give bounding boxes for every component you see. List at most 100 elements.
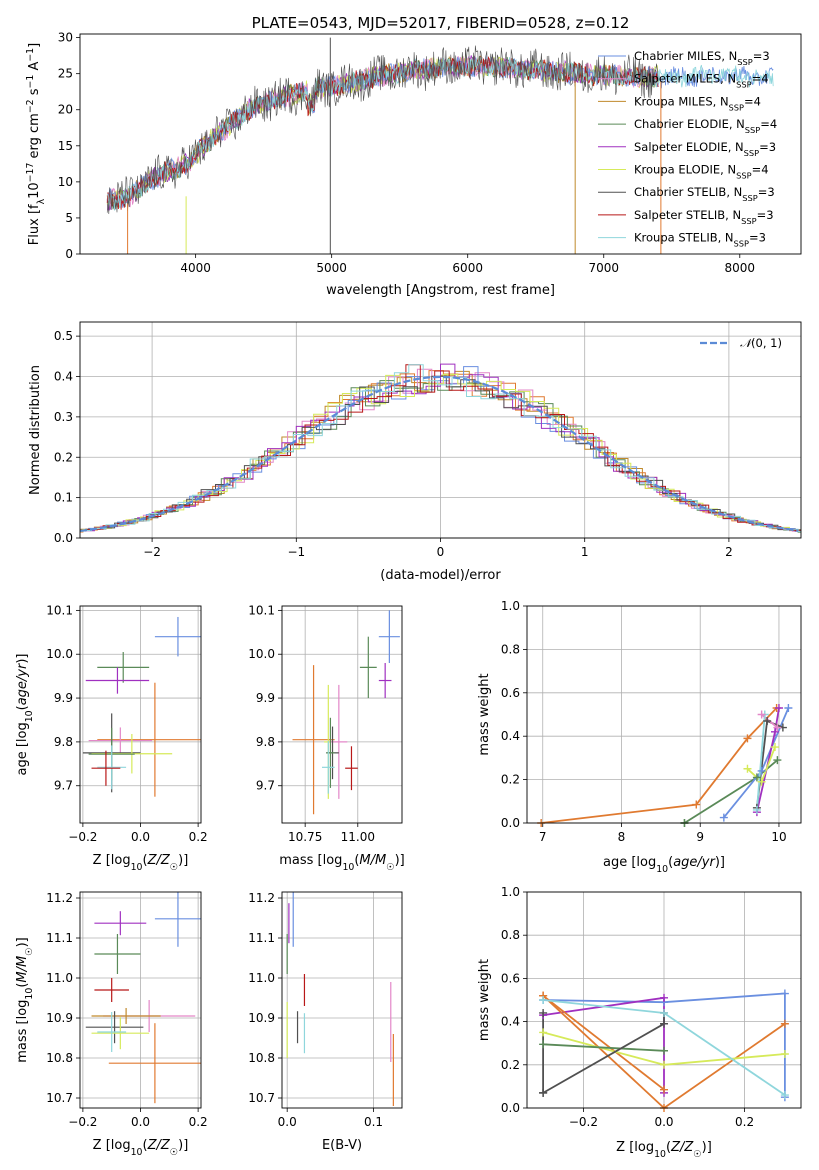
legend-label: 𝒩(0, 1) <box>740 336 782 350</box>
label-part: )] <box>178 853 188 868</box>
x-tick-label: 7 <box>539 830 547 844</box>
y-axis-label: age [log10(age/yr)] <box>15 653 35 775</box>
label-part: )] <box>395 853 405 868</box>
legend-label: Salpeter MILES, NSSP=4 <box>634 72 769 90</box>
x-tick-label: 9 <box>696 830 704 844</box>
series-marker <box>757 777 766 786</box>
y-tick-label: 10.9 <box>248 1011 275 1025</box>
label-part: mass [log <box>15 1000 30 1063</box>
axes-frame <box>79 321 802 539</box>
series-marker <box>773 756 782 765</box>
label-part: ( <box>354 853 359 868</box>
series-marker <box>660 993 668 1002</box>
y-tick-label: 0.8 <box>501 928 520 942</box>
label-part: M/M <box>15 956 30 983</box>
label-part: ( <box>15 983 30 988</box>
y-tick-label: 11.2 <box>248 891 275 905</box>
y-axis-label: mass weight <box>477 673 492 755</box>
x-tick-label: −0.2 <box>569 1115 598 1129</box>
y-tick-label: 0.0 <box>54 531 73 545</box>
axes-frame <box>526 891 802 1109</box>
label-part: 10 <box>24 988 35 1000</box>
label-part: ☉ <box>386 862 394 873</box>
y-tick-label: 10.8 <box>46 1051 73 1065</box>
label-part: ] <box>27 43 42 48</box>
label-part: =4 <box>744 94 761 108</box>
y-tick-label: 10.1 <box>248 603 275 617</box>
legend-label: Kroupa STELIB, NSSP=3 <box>634 231 766 249</box>
axes-frame <box>79 33 802 255</box>
x-tick-label: 7000 <box>588 261 619 275</box>
y-tick-label: 11.0 <box>46 971 73 985</box>
plot-area <box>292 610 400 815</box>
x-tick-label: 8 <box>618 830 626 844</box>
label-part: −1 <box>25 75 36 89</box>
massweight-vs-metallicity-panel: −0.2 0.0 0.2 0.0 0.2 0.4 0.6 0.8 1.0 Z [log10(Z/Z… <box>477 885 802 1160</box>
x-tick-label: 0.2 <box>189 1115 208 1129</box>
mass-vs-metallicity-panel: −0.2 0.0 0.2 10.7 10.8 10.9 11.0 11.1 11.2 Z [log… <box>15 891 208 1158</box>
label-part: =3 <box>753 49 770 63</box>
y-tick-label: 0.2 <box>54 450 73 464</box>
series-line-orange <box>542 995 786 1108</box>
label-part: Chabrier STELIB, N <box>634 185 742 199</box>
y-tick-label: 9.8 <box>256 735 275 749</box>
label-part: M/M <box>359 853 386 868</box>
x-tick-label: −0.2 <box>68 1115 97 1129</box>
label-part: SSP <box>744 148 759 158</box>
series-marker <box>539 1008 548 1017</box>
y-axis-label: Normed distribution <box>28 365 43 495</box>
label-part: (0, 1) <box>751 336 782 350</box>
label-part: SSP <box>745 125 760 135</box>
axes-frame <box>79 605 202 824</box>
series-marker <box>780 989 789 998</box>
y-tick-label: 5 <box>65 211 73 225</box>
label-part: 10 <box>656 864 668 875</box>
label-part: ☉ <box>693 1149 701 1160</box>
x-tick-label: −1 <box>287 545 305 559</box>
series-line-kroupa_stelib <box>756 714 766 811</box>
label-part: Salpeter STELIB, N <box>634 208 741 222</box>
label-part: ( <box>666 1140 671 1155</box>
y-tick-label: 9.9 <box>54 691 73 705</box>
y-tick-label: 0.4 <box>54 370 73 384</box>
normal-curve <box>80 375 799 532</box>
axes-frame <box>79 891 202 1109</box>
label-part: Chabrier MILES, N <box>634 49 737 63</box>
label-part: =3 <box>749 231 766 245</box>
label-part: ( <box>668 855 673 870</box>
label-part: Z [log <box>93 853 131 868</box>
label-part: age [log <box>603 855 656 870</box>
x-tick-label: 4000 <box>180 261 211 275</box>
x-tick-label: 0.0 <box>278 1115 297 1129</box>
label-part: age [log <box>15 722 30 775</box>
age-vs-metallicity-panel: −0.2 0.0 0.29.79.89.910.010.1Z [log10(Z/Z☉… <box>15 603 208 873</box>
label-part: 10 <box>27 182 42 199</box>
y-tick-label: 0.0 <box>501 1101 520 1115</box>
y-tick-label: 10.1 <box>46 603 73 617</box>
legend-label: Chabrier MILES, NSSP=3 <box>634 49 770 67</box>
x-tick-label: 6000 <box>452 261 483 275</box>
label-part: −17 <box>25 163 36 183</box>
plot-area <box>286 892 394 1106</box>
y-tick-label: 10.0 <box>46 647 73 661</box>
y-tick-label: 9.7 <box>256 779 275 793</box>
y-tick-label: 0.2 <box>501 773 520 787</box>
x-tick-label: −2 <box>143 545 161 559</box>
y-tick-label: 10.7 <box>46 1091 73 1105</box>
label-part: A <box>27 62 42 75</box>
x-axis-label: Z [log10(Z/Z☉)] <box>93 853 189 873</box>
series-marker <box>539 996 548 1004</box>
series-marker <box>539 1088 548 1097</box>
x-axis-label: age [log10(age/yr)] <box>603 855 725 875</box>
series-marker <box>539 1040 548 1049</box>
y-tick-label: 0.0 <box>501 816 520 830</box>
series-marker <box>752 805 761 814</box>
spectrum-panel: 4000 5000 6000 7000 8000 0 5 10 15 20 25 30 PLATE=05… <box>25 14 802 298</box>
label-part: 10 <box>654 1149 666 1160</box>
label-part: erg cm <box>27 113 42 162</box>
series-marker <box>780 1019 789 1028</box>
x-tick-label: 0.0 <box>654 1115 673 1129</box>
y-tick-label: 0.1 <box>54 491 73 505</box>
series-marker <box>771 727 780 736</box>
